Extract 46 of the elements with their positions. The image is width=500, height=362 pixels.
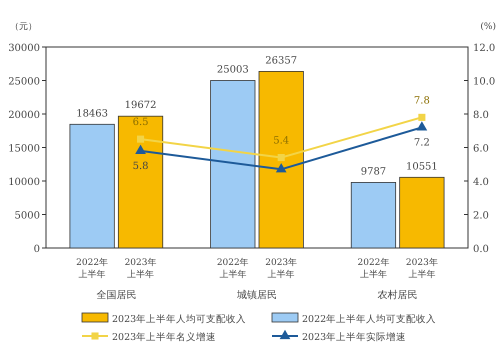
legend-label: 2023年上半年实际增速 <box>302 331 406 343</box>
x-tick-label: 农村居民 <box>378 289 418 301</box>
y-tick-label: 15000 <box>8 144 40 154</box>
data-label: 7.2 <box>414 137 430 148</box>
data-label: 18463 <box>76 108 108 120</box>
data-label: 9787 <box>360 166 386 178</box>
y-tick-label: 0 <box>34 244 40 255</box>
data-label: 19672 <box>124 100 156 112</box>
y2-axis-title: (%) <box>480 22 496 32</box>
point <box>416 121 428 130</box>
y2-tick-label: 0.0 <box>473 244 489 255</box>
y2-tick-label: 4.0 <box>473 177 489 188</box>
text: 2022年上半年 <box>76 257 108 280</box>
point <box>135 144 146 154</box>
y-axis-title: （元） <box>10 21 37 32</box>
y2-tick-label: 10.0 <box>473 76 496 88</box>
y-tick-label: 20000 <box>8 110 40 121</box>
point <box>418 114 426 121</box>
text: 2022年上半年 <box>216 258 249 280</box>
text: 2023年上半年 <box>124 257 156 280</box>
y2-tick-label: 2.0 <box>473 210 489 222</box>
x-tick-label: 全国居民 <box>96 289 136 301</box>
data-label: 10551 <box>406 161 438 172</box>
point <box>278 154 285 162</box>
data-label: 7.8 <box>414 95 430 106</box>
text: 2023年上半年 <box>265 258 298 280</box>
y-tick-label: 25000 <box>8 76 40 88</box>
y-tick-label: 30000 <box>8 43 40 54</box>
legend-label: 2022年上半年人均可支配收入 <box>302 313 436 325</box>
y2-tick-label: 12.0 <box>473 43 496 54</box>
data-label: 5.4 <box>273 136 290 147</box>
x-tick-label: 城镇居民 <box>236 289 277 301</box>
legend-label: 2023年上半年人均可支配收入 <box>112 313 246 325</box>
y2-tick-label: 6.0 <box>473 144 489 154</box>
y-tick-label: 10000 <box>8 177 40 188</box>
y-tick-label: 5000 <box>14 210 40 222</box>
point <box>276 163 287 172</box>
data-label: 25003 <box>216 64 249 76</box>
text: 2022年上半年 <box>358 258 390 280</box>
data-label: 26357 <box>265 55 298 66</box>
legend-label: 2023年上半年名义增速 <box>112 331 216 343</box>
data-label: 6.5 <box>132 117 148 128</box>
y2-tick-label: 8.0 <box>473 110 489 121</box>
text: 2023年上半年 <box>406 258 438 280</box>
data-label: 5.8 <box>132 160 148 172</box>
point <box>137 136 144 143</box>
